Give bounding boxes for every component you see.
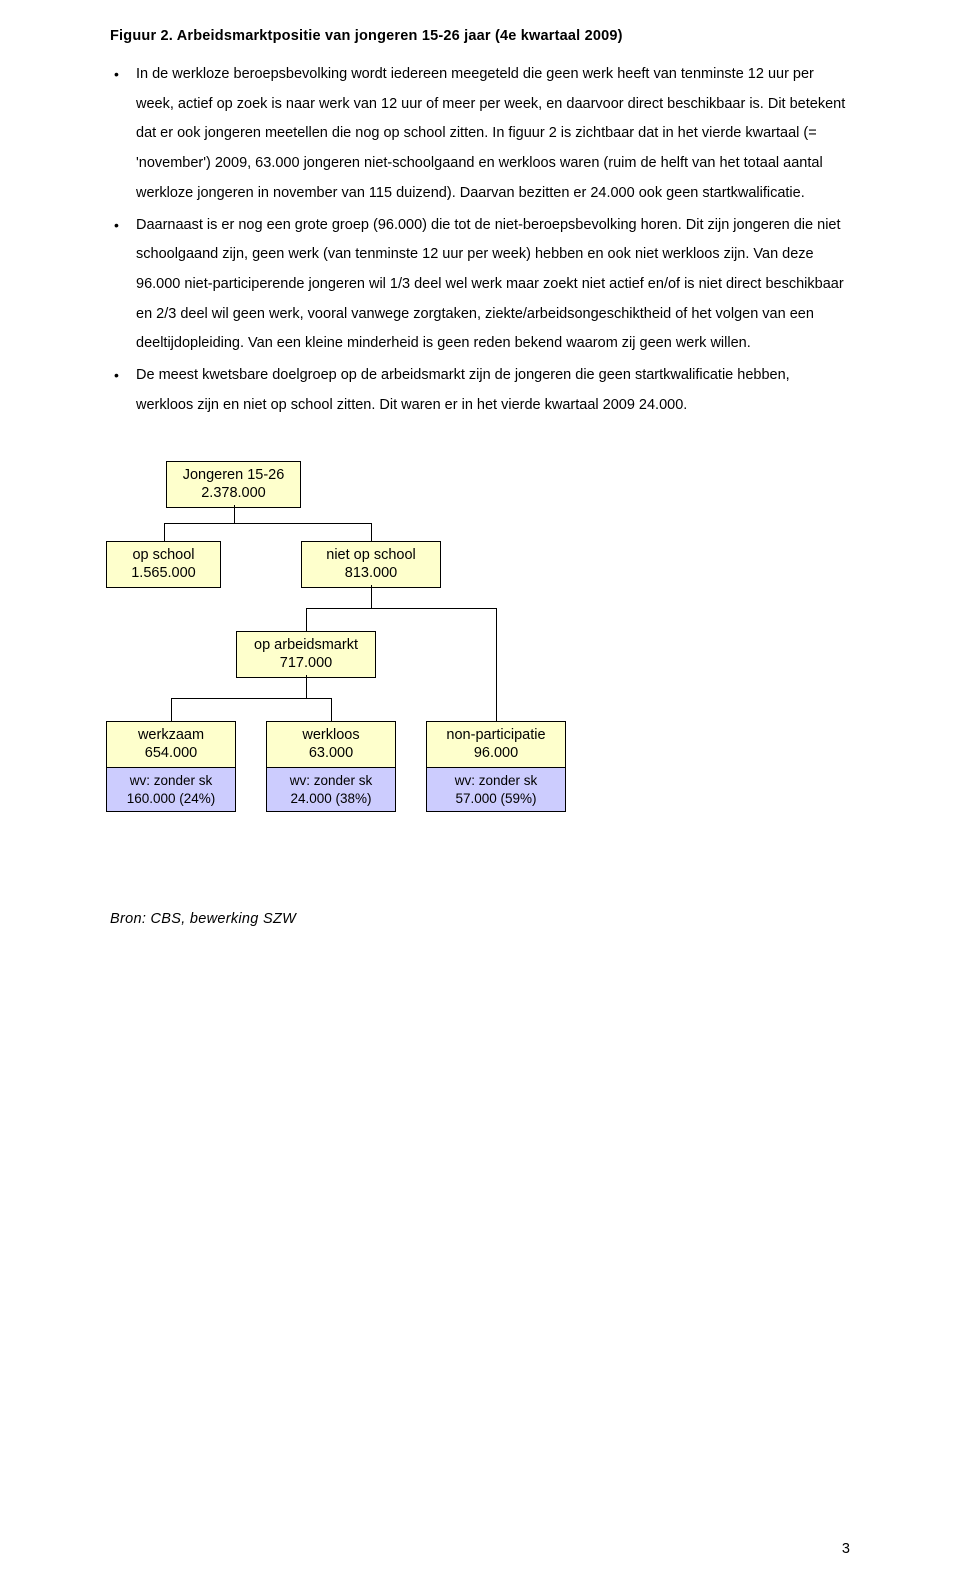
connector [306, 608, 307, 631]
connector [371, 585, 372, 608]
source-line: Bron: CBS, bewerking SZW [110, 911, 850, 927]
bullet-item: Daarnaast is er nog een grote groep (96.… [110, 211, 850, 360]
connector [171, 698, 331, 699]
bullet-item: De meest kwetsbare doelgroep op de arbei… [110, 361, 850, 420]
bullet-list: In de werkloze beroepsbevolking wordt ie… [110, 60, 850, 421]
node-unemp: werkloos63.000 wv: zonder sk24.000 (38%) [266, 721, 396, 813]
connector [164, 523, 372, 524]
connector [171, 698, 172, 721]
connector [234, 505, 235, 523]
node-label: werkloos [273, 726, 389, 745]
node-label: werkzaam [113, 726, 229, 745]
node-value: 813.000 [308, 564, 434, 583]
node-value: 63.000 [273, 744, 389, 763]
node-label: Jongeren 15-26 [173, 466, 294, 485]
node-value: 1.565.000 [113, 564, 214, 583]
node-value: 2.378.000 [173, 484, 294, 503]
node-noschool: niet op school813.000 [301, 541, 441, 589]
node-root: Jongeren 15-262.378.000 [166, 461, 301, 509]
tree-diagram: Jongeren 15-262.378.000 op school1.565.00… [106, 461, 626, 901]
bullet-item: In de werkloze beroepsbevolking wordt ie… [110, 60, 850, 209]
connector [306, 675, 307, 698]
node-nonpart: non-participatie96.000 wv: zonder sk57.00… [426, 721, 566, 813]
node-label: op school [113, 546, 214, 565]
node-label: niet op school [308, 546, 434, 565]
node-value: 654.000 [113, 744, 229, 763]
connector [306, 608, 496, 609]
node-sub: wv: zonder sk24.000 (38%) [267, 767, 395, 811]
node-label: non-participatie [433, 726, 559, 745]
node-sub: wv: zonder sk160.000 (24%) [107, 767, 235, 811]
connector [331, 698, 332, 721]
figure-title: Figuur 2. Arbeidsmarktpositie van jonger… [110, 28, 850, 44]
page-number: 3 [842, 1541, 850, 1557]
node-value: 96.000 [433, 744, 559, 763]
node-label: op arbeidsmarkt [243, 636, 369, 655]
node-value: 717.000 [243, 654, 369, 673]
connector [164, 523, 165, 541]
node-work: werkzaam654.000 wv: zonder sk160.000 (24%… [106, 721, 236, 813]
connector [496, 608, 497, 721]
node-sub: wv: zonder sk57.000 (59%) [427, 767, 565, 811]
node-market: op arbeidsmarkt717.000 [236, 631, 376, 679]
connector [371, 523, 372, 541]
node-school: op school1.565.000 [106, 541, 221, 589]
